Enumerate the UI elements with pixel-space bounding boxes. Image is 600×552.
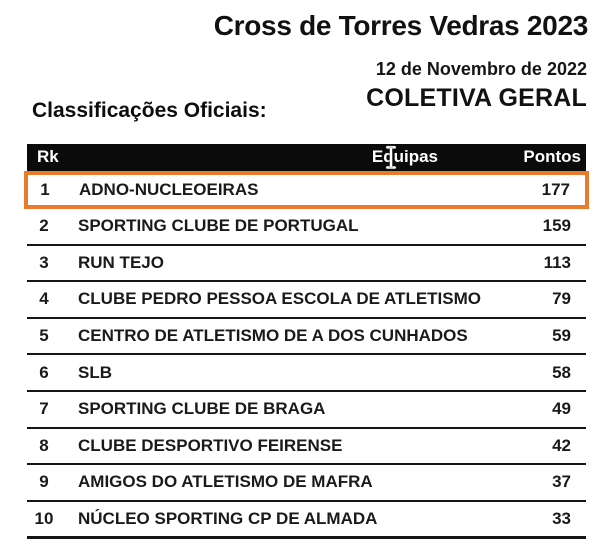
table-row: 8 CLUBE DESPORTIVO FEIRENSE 42 [27,428,586,466]
table-row: 7 SPORTING CLUBE DE BRAGA 49 [27,391,586,429]
rank-cell: 1 [40,180,50,199]
table-row: 1 ADNO-NUCLEOEIRAS 177 [28,175,585,205]
column-header-team: Equipas [371,147,438,166]
points-cell: 177 [541,180,570,199]
event-date: 12 de Novembro de 2022 [375,59,587,79]
points-cell: 58 [552,362,571,382]
points-cell: 33 [552,509,571,529]
team-cell: NÚCLEO SPORTING CP DE ALMADA [78,509,378,529]
team-cell: CLUBE DESPORTIVO FEIRENSE [78,435,343,455]
points-cell: 113 [543,252,571,272]
rank-cell: 2 [39,216,49,236]
team-cell: AMIGOS DO ATLETISMO DE MAFRA [78,472,373,492]
table-row: 4 CLUBE PEDRO PESSOA ESCOLA DE ATLETISMO… [27,282,586,319]
table-row: 6 SLB 58 [27,355,586,392]
column-header-points: Pontos [523,147,581,166]
rank-cell: 7 [39,399,49,419]
table-row: 2 SPORTING CLUBE DE PORTUGAL 159 [27,209,586,246]
team-cell: SLB [78,362,112,382]
points-cell: 59 [552,326,571,346]
rank-cell: 9 [39,472,49,492]
rank-cell: 6 [39,362,49,382]
table-row: 9 AMIGOS DO ATLETISMO DE MAFRA 37 [27,465,586,502]
rank-cell: 8 [39,435,49,455]
points-cell: 79 [552,289,571,309]
team-cell: RUN TEJO [78,252,164,272]
rank-cell: 3 [39,252,49,272]
team-cell: CENTRO DE ATLETISMO DE A DOS CUNHADOS [78,326,468,346]
team-cell: ADNO-NUCLEOEIRAS [79,180,259,199]
classification-category: COLETIVA GERAL [366,84,587,112]
table-header-row: Rk Equipas Pontos [27,144,586,171]
team-cell: SPORTING CLUBE DE PORTUGAL [78,216,359,236]
rank-cell: 10 [34,509,54,529]
highlight-box: 1 ADNO-NUCLEOEIRAS 177 [24,171,589,209]
team-cell: CLUBE PEDRO PESSOA ESCOLA DE ATLETISMO [78,289,481,309]
points-cell: 49 [552,399,571,419]
table-row: 3 RUN TEJO 113 [27,245,586,283]
table-row: 10 NÚCLEO SPORTING CP DE ALMADA 33 [27,501,586,540]
page-title: Cross de Torres Vedras 2023 [213,10,589,41]
section-label: Classificações Oficiais: [32,99,267,122]
team-cell: SPORTING CLUBE DE BRAGA [78,399,326,419]
points-cell: 159 [542,216,571,236]
rank-cell: 5 [39,326,49,346]
table-row: 5 CENTRO DE ATLETISMO DE A DOS CUNHADOS … [27,318,586,356]
points-cell: 42 [552,435,571,455]
points-cell: 37 [552,472,571,492]
column-header-rank: Rk [37,147,59,166]
rank-cell: 4 [39,289,49,309]
results-table: Rk Equipas Pontos 1 ADNO-NUCLEOEIRAS 177… [24,144,589,540]
